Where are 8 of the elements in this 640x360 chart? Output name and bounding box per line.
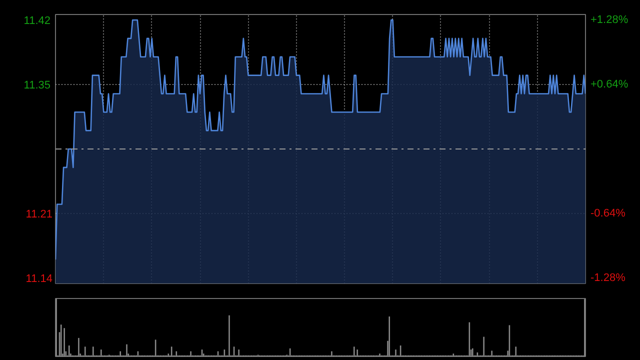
y-tick-label: 11.14 (26, 272, 53, 285)
y-tick-label: 11.42 (24, 15, 51, 28)
y-tick-label: 11.35 (24, 80, 51, 92)
y2-tick-label: -0.64% (590, 207, 626, 220)
y2-tick-label: +1.28% (590, 14, 628, 26)
y2-tick-label: -1.28% (590, 272, 626, 284)
y2-tick-label: +0.64% (590, 78, 628, 91)
y-tick-label: 11.21 (26, 208, 53, 220)
